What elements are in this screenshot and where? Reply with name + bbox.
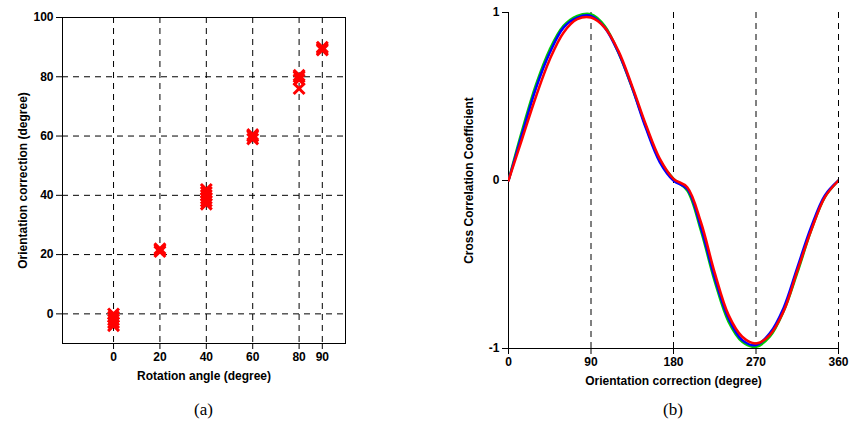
svg-text:90: 90 [316, 350, 330, 364]
svg-text:100: 100 [33, 10, 53, 24]
svg-text:Orientation correction (degree: Orientation correction (degree) [16, 92, 30, 269]
svg-text:1: 1 [493, 5, 500, 19]
svg-text:90: 90 [584, 355, 598, 369]
html-text:(a): (a) [194, 400, 213, 419]
svg-text:60: 60 [246, 350, 260, 364]
svg-text:80: 80 [40, 70, 54, 84]
svg-text:-1: -1 [489, 341, 500, 355]
svg-text:60: 60 [40, 129, 54, 143]
svg-text:Rotation angle (degree): Rotation angle (degree) [137, 369, 271, 383]
svg-text:0: 0 [505, 355, 512, 369]
svg-text:0: 0 [493, 173, 500, 187]
svg-text:40: 40 [200, 350, 214, 364]
html-text:(b): (b) [663, 400, 683, 419]
svg-text:0: 0 [47, 307, 54, 321]
svg-text:80: 80 [292, 350, 306, 364]
svg-text:270: 270 [746, 355, 766, 369]
svg-text:20: 20 [40, 247, 54, 261]
svg-text:360: 360 [828, 355, 848, 369]
svg-text:180: 180 [663, 355, 683, 369]
svg-text:20: 20 [153, 350, 167, 364]
svg-text:0: 0 [110, 350, 117, 364]
svg-text:Cross Correlation Coefficient: Cross Correlation Coefficient [462, 97, 476, 264]
svg-text:Orientation correction (degree: Orientation correction (degree) [585, 374, 762, 388]
svg-text:40: 40 [40, 188, 54, 202]
